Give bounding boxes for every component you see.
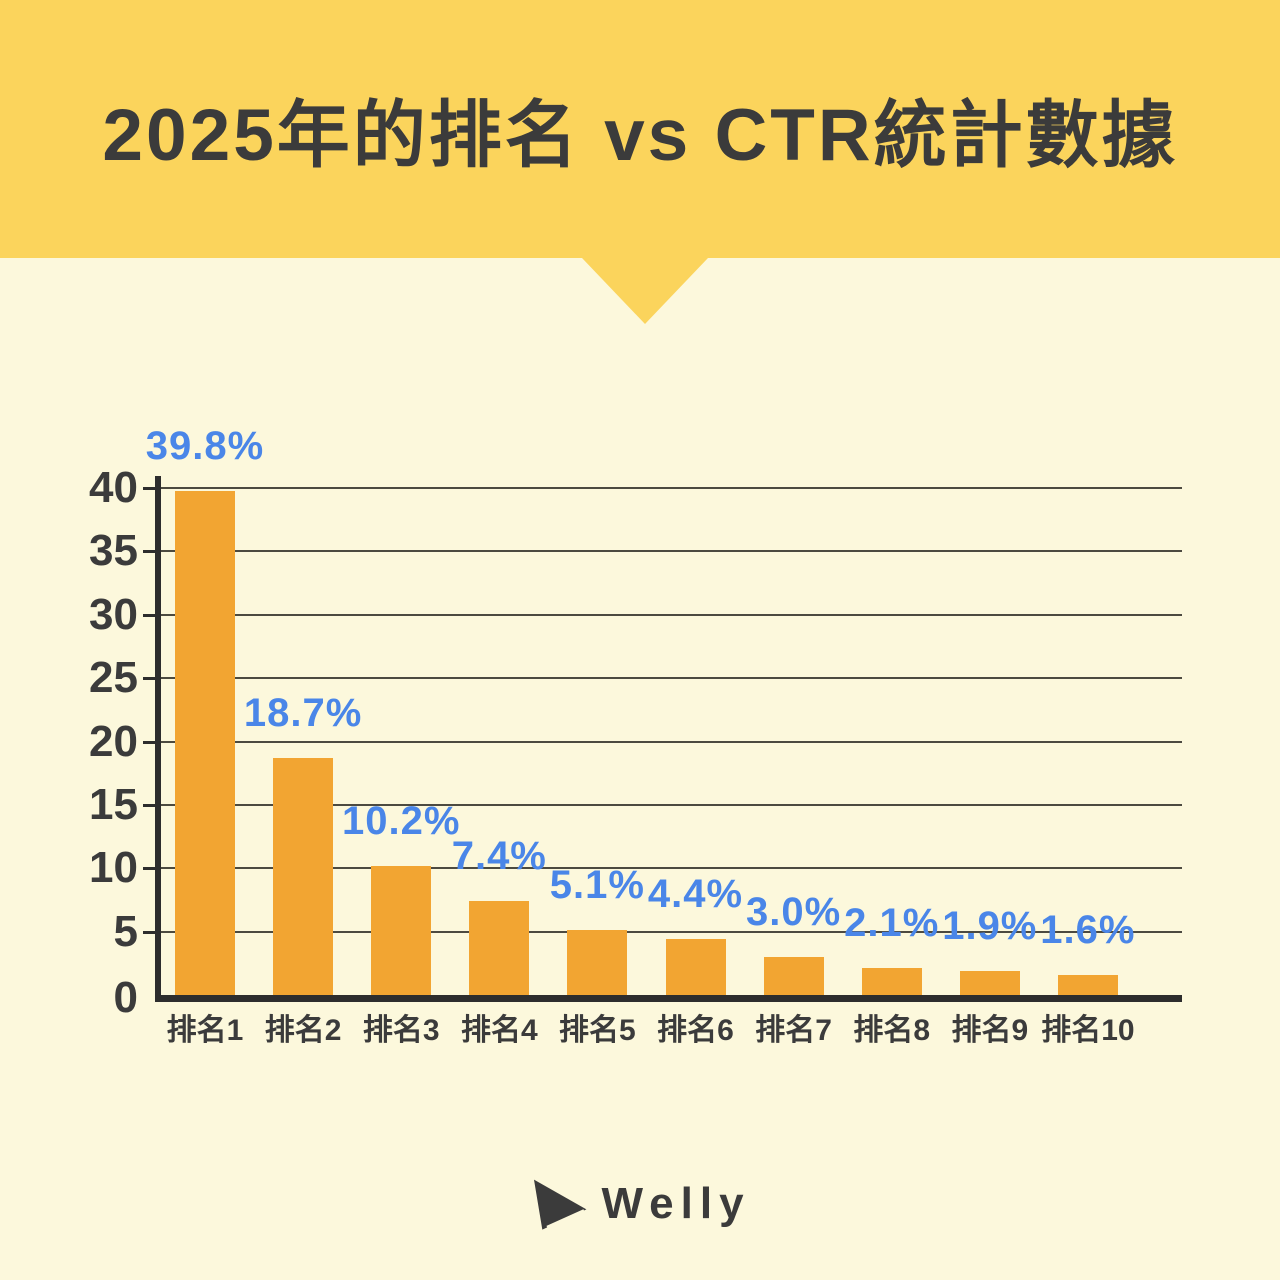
bar-排名6: [665, 939, 726, 995]
value-label-排名7: 3.0%: [746, 889, 842, 934]
y-axis-label-5: 5: [113, 906, 138, 956]
gridline-25: [155, 677, 1182, 680]
x-axis-label-排名8: 排名8: [853, 1014, 931, 1047]
x-axis-label-排名3: 排名3: [362, 1014, 440, 1047]
gridline-15: [155, 803, 1182, 806]
value-label-排名8: 2.1%: [844, 901, 940, 946]
bar-排名2: [273, 757, 334, 995]
y-axis-label-20: 20: [89, 716, 138, 766]
bar-排名1: [175, 490, 235, 995]
y-axis-label-35: 35: [89, 526, 138, 576]
y-tick-20: [143, 740, 155, 744]
x-axis-label-排名2: 排名2: [264, 1014, 342, 1047]
y-axis-label-0: 0: [113, 973, 138, 1022]
bar-排名3: [371, 865, 432, 995]
gridline-20: [155, 740, 1182, 743]
value-label-排名10: 1.6%: [1040, 907, 1136, 952]
x-axis-label-排名9: 排名9: [951, 1014, 1029, 1047]
x-axis-label-排名10: 排名10: [1041, 1014, 1135, 1047]
paper-plane-icon: [534, 1179, 587, 1230]
x-axis-label-排名1: 排名1: [166, 1014, 244, 1047]
value-label-排名9: 1.9%: [942, 903, 1038, 948]
y-axis-line: [155, 476, 161, 1001]
gridline-40: [155, 487, 1182, 489]
brand-logo: Welly: [0, 1172, 1280, 1236]
y-tick-10: [143, 867, 155, 871]
gridline-10: [155, 867, 1182, 870]
y-axis-label-25: 25: [89, 653, 138, 703]
banner-pointer-triangle: [582, 258, 708, 324]
bar-排名10: [1057, 974, 1118, 995]
value-label-排名2: 18.7%: [243, 690, 363, 735]
value-label-排名5: 5.1%: [549, 863, 645, 908]
y-axis-label-15: 15: [89, 779, 138, 829]
y-axis-label-10: 10: [89, 843, 138, 893]
gridline-35: [155, 550, 1182, 553]
x-axis-label-排名5: 排名5: [559, 1014, 636, 1047]
y-tick-40: [143, 487, 155, 490]
value-label-排名6: 4.4%: [647, 872, 744, 917]
value-label-排名3: 10.2%: [341, 798, 461, 843]
y-tick-25: [143, 677, 155, 681]
header-banner: 2025年的排名 vs CTR統計數據: [0, 0, 1280, 258]
y-tick-30: [143, 613, 155, 617]
brand-name: Welly: [601, 1179, 751, 1228]
y-tick-5: [143, 930, 155, 934]
x-axis-label-排名7: 排名7: [755, 1014, 832, 1047]
x-axis-label-排名6: 排名6: [657, 1014, 734, 1047]
value-label-排名1: 39.8%: [145, 423, 265, 468]
page-title: 2025年的排名 vs CTR統計數據: [102, 95, 1178, 176]
y-tick-15: [143, 803, 155, 807]
y-axis-label-40: 40: [89, 463, 138, 512]
x-axis-label-排名4: 排名4: [460, 1014, 538, 1047]
value-label-排名4: 7.4%: [451, 834, 547, 879]
y-tick-35: [143, 550, 155, 554]
gridline-30: [155, 613, 1182, 616]
bar-排名9: [959, 970, 1020, 995]
y-axis-label-30: 30: [89, 589, 138, 639]
bar-排名5: [567, 930, 628, 995]
bar-排名7: [763, 956, 824, 995]
gridline-5: [155, 930, 1182, 933]
bar-排名8: [861, 968, 922, 995]
bar-排名4: [469, 901, 530, 995]
x-axis-line: [155, 995, 1182, 1002]
